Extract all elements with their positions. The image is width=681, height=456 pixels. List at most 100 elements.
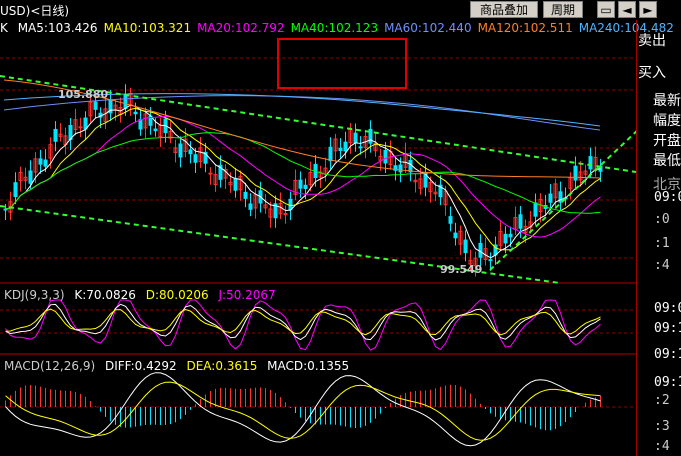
ma-item: MA240:104.482 <box>578 21 674 35</box>
candle-body <box>133 111 138 115</box>
candle-body <box>78 126 83 129</box>
candle-body <box>243 191 248 199</box>
kdj-legend: KDJ(9,3,3) K:70.0826 D:80.0206 J:50.2067 <box>4 288 282 302</box>
candle-body <box>38 158 43 165</box>
ma-item: MA60:102.440 <box>384 21 472 35</box>
candle-body <box>293 179 298 195</box>
candle-body <box>43 159 48 167</box>
candle-body <box>213 174 218 185</box>
macd-macd: MACD:0.1355 <box>267 359 350 373</box>
ma20-line <box>5 115 601 238</box>
candle-body <box>383 149 388 164</box>
candle-body <box>53 128 58 142</box>
candle-body <box>203 151 208 164</box>
candle-body <box>338 147 343 151</box>
open-label: 开盘 <box>653 133 681 149</box>
kline-chart[interactable] <box>0 37 636 456</box>
ma10-line <box>5 107 601 251</box>
candle-body <box>438 184 443 198</box>
candle-body <box>253 194 258 209</box>
buy-tab[interactable]: 买入 <box>638 65 666 81</box>
latest-label: 最新 <box>653 93 681 109</box>
candle-body <box>263 204 268 209</box>
candle-body <box>368 128 373 144</box>
candle-body <box>318 171 323 178</box>
candle-body <box>138 119 143 130</box>
low-price-note: 99.549 <box>440 263 483 276</box>
candle-body <box>498 230 503 246</box>
candle-body <box>303 184 308 189</box>
candle-body <box>448 216 453 224</box>
trendline-lower <box>0 205 561 284</box>
candle-body <box>188 149 193 155</box>
candle-body <box>198 147 203 163</box>
candle-body <box>333 138 338 152</box>
high-price-note: 105.880 <box>58 88 109 101</box>
candle-body <box>503 233 508 244</box>
time-value: 09:0 <box>654 190 681 205</box>
kdj-d: D:80.0206 <box>145 288 209 302</box>
candle-body <box>488 259 493 262</box>
candle-body <box>298 179 303 189</box>
prev-icon[interactable]: ◄ <box>618 1 636 18</box>
candle-body <box>358 146 363 149</box>
candle-body <box>418 178 423 189</box>
candle-body <box>408 159 413 173</box>
candle-body <box>428 182 433 193</box>
minimize-icon[interactable]: ▭ <box>597 1 615 18</box>
candle-body <box>478 242 483 258</box>
macd-name: MACD(12,26,9) <box>4 359 96 373</box>
macd-dea-line <box>5 381 601 441</box>
candle-body <box>283 213 288 216</box>
macd-diff: DIFF:0.4292 <box>104 359 177 373</box>
title-bar: USD)<日线) 商品叠加 周期 ▭ ◄ ► <box>0 0 681 20</box>
kdj-k-line <box>5 303 601 341</box>
time-value: :2 <box>654 393 670 408</box>
ma-item: MA120:102.511 <box>477 21 573 35</box>
candle-body <box>578 171 583 181</box>
candle-body <box>443 190 448 206</box>
next-icon[interactable]: ► <box>639 1 657 18</box>
candle-body <box>328 146 333 162</box>
candle-body <box>88 101 93 117</box>
time-value: 09:1 <box>654 375 681 390</box>
candle-body <box>518 214 523 229</box>
ma240-line <box>3 93 601 127</box>
candle-body <box>83 117 88 130</box>
candle-body <box>523 225 528 233</box>
candle-body <box>178 143 183 158</box>
time-value: 09:1 <box>654 321 681 336</box>
candle-body <box>508 233 513 238</box>
candle-body <box>398 164 403 173</box>
ma40-line <box>5 132 601 214</box>
ma-item: MA10:103.321 <box>103 21 192 35</box>
kdj-j: J:50.2067 <box>218 288 276 302</box>
products-overlay-button[interactable]: 商品叠加 <box>470 1 538 18</box>
sell-tab[interactable]: 卖出 <box>638 33 666 49</box>
candle-body <box>143 113 148 129</box>
ma120-line <box>3 79 601 179</box>
candle-body <box>308 171 313 186</box>
candle-body <box>93 101 98 110</box>
candle-body <box>468 259 473 265</box>
city-label: 北京 <box>653 177 681 193</box>
highlight-box <box>277 38 407 89</box>
kdj-k: K:70.0826 <box>74 288 136 302</box>
candle-body <box>103 108 108 123</box>
candle-body <box>18 171 23 182</box>
candle-body <box>173 147 178 153</box>
ma-legend: K MA5:103.426 MA10:103.321 MA20:102.792 MA4… <box>0 21 681 37</box>
side-panel: 卖出 买入 最新 幅度 开盘 最低 北京 09:0:0:1:4 09:0 09:1 0… <box>636 20 681 456</box>
trendline-rising <box>489 130 636 271</box>
candle-body <box>28 170 33 184</box>
candle-body <box>153 128 158 132</box>
chart-label: K <box>0 21 8 35</box>
time-value: :0 <box>654 212 670 227</box>
candle-body <box>393 165 398 171</box>
candle-body <box>268 208 273 218</box>
candle-body <box>343 141 348 152</box>
macd-diff-line <box>5 372 601 447</box>
period-button[interactable]: 周期 <box>543 1 583 18</box>
time-value: :4 <box>654 439 670 454</box>
candle-body <box>463 239 468 254</box>
